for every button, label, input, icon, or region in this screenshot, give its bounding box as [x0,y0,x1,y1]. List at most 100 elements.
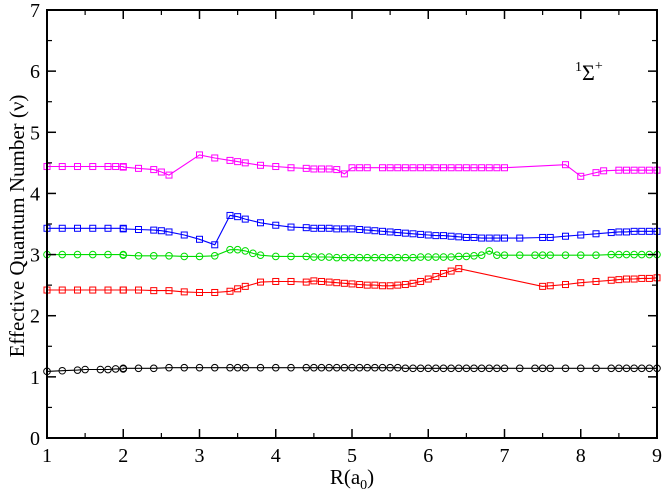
data-point [630,227,638,235]
data-point [592,277,600,285]
data-point [630,364,638,373]
series-black [43,363,661,376]
data-point [241,215,249,223]
x-tick-label: 6 [423,445,433,467]
data-point [485,234,493,242]
data-point [577,231,585,239]
data-point [302,278,310,286]
data-point [562,281,569,289]
data-point [363,226,371,234]
data-point [325,224,333,232]
data-point [211,154,219,162]
data-point [256,363,265,372]
data-point [257,161,264,169]
data-point [424,231,432,239]
data-point [356,164,364,172]
data-point [561,364,570,373]
data-point [287,277,295,285]
data-point [409,164,417,172]
x-axis-label-sub: 0 [360,478,367,493]
x-tick-label: 2 [118,445,128,467]
data-point [302,363,311,372]
data-point [348,363,356,372]
data-point [546,251,555,259]
data-point [637,250,646,259]
data-point [363,281,371,289]
data-point [210,363,219,372]
data-point [340,363,349,372]
data-point [150,287,158,295]
data-point [493,364,501,373]
data-point [462,252,471,261]
data-point [325,253,333,261]
data-point [271,363,280,372]
data-point [539,282,547,290]
data-point [135,164,142,172]
data-point [455,233,463,241]
data-point [157,168,165,176]
y-tick-label: 7 [30,0,40,22]
data-point [371,363,379,372]
data-point [470,233,478,241]
data-point [432,273,440,281]
data-point [485,364,494,373]
data-point [165,287,173,295]
data-point [302,224,310,232]
data-point [546,364,555,373]
data-point [226,245,234,254]
data-point [432,232,440,240]
data-point [417,164,425,172]
data-point [355,363,364,372]
data-point [58,286,66,294]
data-point [417,230,425,238]
data-point [332,363,341,372]
data-point [630,166,638,174]
data-point [615,250,623,259]
data-point [96,365,105,374]
data-point [257,278,264,286]
series-black-line [46,367,657,372]
data-point [333,225,341,233]
data-point [325,278,333,286]
y-tick-label: 0 [30,428,40,450]
data-point [249,249,257,258]
data-point [546,233,554,241]
data-point [58,163,66,171]
data-point [538,364,547,373]
data-point [394,164,402,172]
series-green-line [47,249,657,259]
data-point [233,363,242,372]
annotation-sup: 1 [575,60,582,75]
data-point [386,164,394,172]
data-point [439,253,448,261]
data-point [287,164,295,172]
data-point [233,245,242,254]
plot-frame [46,9,658,439]
x-tick-label: 3 [195,445,205,467]
data-point [165,363,173,372]
data-point [234,213,242,221]
data-point [447,253,455,261]
data-point [561,251,570,259]
data-point [455,164,463,172]
data-point [515,251,524,259]
data-point [135,286,142,294]
data-point [310,277,318,285]
data-point [363,164,371,172]
data-point [440,164,447,172]
data-point [401,164,409,172]
data-point [531,364,539,373]
data-point [615,166,623,174]
data-point [500,364,509,373]
data-point [257,219,264,227]
data-point [401,281,409,289]
data-point [378,363,387,372]
data-point [310,165,318,173]
data-point [226,363,234,372]
series-red [43,265,661,296]
data-point [379,164,386,172]
data-point [462,164,470,172]
data-point [310,224,318,232]
